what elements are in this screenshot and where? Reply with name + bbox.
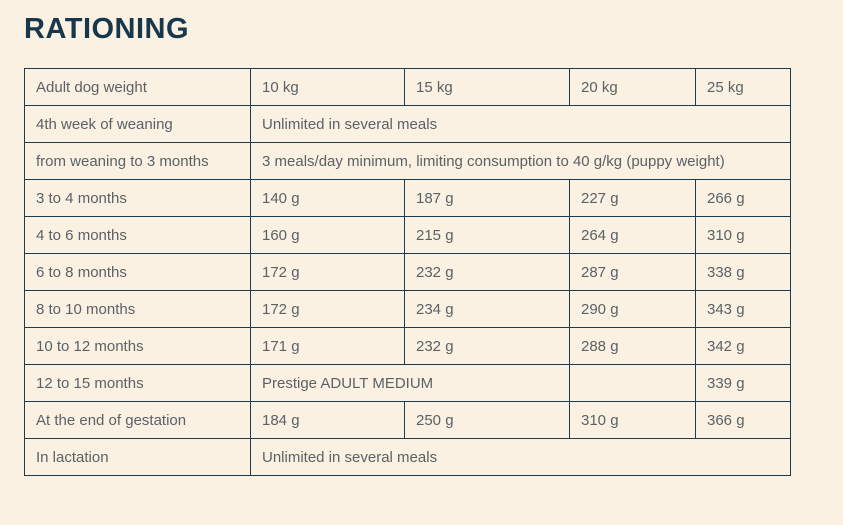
- row-span-value: 3 meals/day minimum, limiting consumptio…: [250, 142, 791, 180]
- cell-value: 171 g: [250, 327, 405, 365]
- row-label: Adult dog weight: [24, 68, 251, 106]
- cell-value: 234 g: [404, 290, 570, 328]
- cell-value: 140 g: [250, 179, 405, 217]
- table-row-6-8-months: 6 to 8 months 172 g 232 g 287 g 338 g: [24, 253, 791, 291]
- weight-col-10kg: 10 kg: [250, 68, 405, 106]
- cell-value: 339 g: [695, 364, 791, 402]
- cell-value: 172 g: [250, 253, 405, 291]
- row-label: 6 to 8 months: [24, 253, 251, 291]
- page: { "page": { "title": "RATIONING", "color…: [0, 13, 843, 525]
- row-label: 10 to 12 months: [24, 327, 251, 365]
- cell-value: 310 g: [569, 401, 696, 439]
- rationing-table: Adult dog weight 10 kg 15 kg 20 kg 25 kg…: [24, 68, 791, 476]
- cell-value: 227 g: [569, 179, 696, 217]
- cell-value: 264 g: [569, 216, 696, 254]
- row-label: 3 to 4 months: [24, 179, 251, 217]
- cell-value: 232 g: [404, 327, 570, 365]
- cell-value: 290 g: [569, 290, 696, 328]
- empty-cell: [569, 364, 696, 402]
- table-row-weaning-to-3months: from weaning to 3 months 3 meals/day min…: [24, 142, 791, 180]
- cell-value: 343 g: [695, 290, 791, 328]
- table-row-end-of-gestation: At the end of gestation 184 g 250 g 310 …: [24, 401, 791, 439]
- cell-value: 287 g: [569, 253, 696, 291]
- row-span-value: Unlimited in several meals: [250, 438, 791, 476]
- cell-value: 288 g: [569, 327, 696, 365]
- table-row-weaning-week4: 4th week of weaning Unlimited in several…: [24, 105, 791, 143]
- product-name-cell: Prestige ADULT MEDIUM: [250, 364, 570, 402]
- table-row-3-4-months: 3 to 4 months 140 g 187 g 227 g 266 g: [24, 179, 791, 217]
- row-span-value: Unlimited in several meals: [250, 105, 791, 143]
- weight-col-15kg: 15 kg: [404, 68, 570, 106]
- weight-col-25kg: 25 kg: [695, 68, 791, 106]
- cell-value: 184 g: [250, 401, 405, 439]
- table-row-8-10-months: 8 to 10 months 172 g 234 g 290 g 343 g: [24, 290, 791, 328]
- row-label: 4 to 6 months: [24, 216, 251, 254]
- row-label: 12 to 15 months: [24, 364, 251, 402]
- cell-value: 310 g: [695, 216, 791, 254]
- table-row-4-6-months: 4 to 6 months 160 g 215 g 264 g 310 g: [24, 216, 791, 254]
- row-label: 8 to 10 months: [24, 290, 251, 328]
- weight-col-20kg: 20 kg: [569, 68, 696, 106]
- table-row-12-15-months: 12 to 15 months Prestige ADULT MEDIUM 33…: [24, 364, 791, 402]
- row-label: In lactation: [24, 438, 251, 476]
- cell-value: 160 g: [250, 216, 405, 254]
- cell-value: 366 g: [695, 401, 791, 439]
- cell-value: 187 g: [404, 179, 570, 217]
- cell-value: 266 g: [695, 179, 791, 217]
- cell-value: 250 g: [404, 401, 570, 439]
- table-row-header: Adult dog weight 10 kg 15 kg 20 kg 25 kg: [24, 68, 791, 106]
- page-title: RATIONING: [24, 13, 190, 45]
- table-row-10-12-months: 10 to 12 months 171 g 232 g 288 g 342 g: [24, 327, 791, 365]
- cell-value: 338 g: [695, 253, 791, 291]
- row-label: 4th week of weaning: [24, 105, 251, 143]
- table-row-in-lactation: In lactation Unlimited in several meals: [24, 438, 791, 476]
- row-label: At the end of gestation: [24, 401, 251, 439]
- row-label: from weaning to 3 months: [24, 142, 251, 180]
- cell-value: 342 g: [695, 327, 791, 365]
- cell-value: 215 g: [404, 216, 570, 254]
- cell-value: 232 g: [404, 253, 570, 291]
- cell-value: 172 g: [250, 290, 405, 328]
